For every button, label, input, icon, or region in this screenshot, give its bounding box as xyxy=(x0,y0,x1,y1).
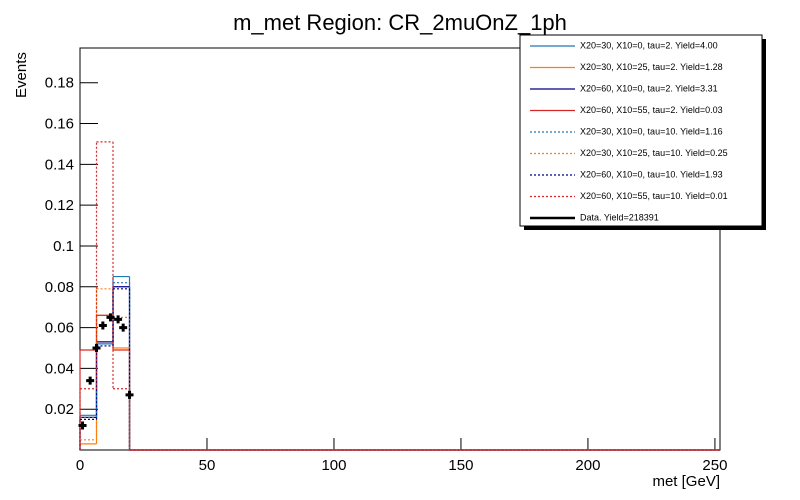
x-tick-label: 150 xyxy=(448,457,473,474)
legend-label: X20=30, X10=25, tau=2. Yield=1.28 xyxy=(580,62,723,72)
x-tick-label: 0 xyxy=(76,457,84,474)
x-tick-label: 200 xyxy=(575,457,600,474)
y-tick-label: 0.06 xyxy=(45,320,74,337)
data-point xyxy=(78,421,87,430)
legend: X20=30, X10=0, tau=2. Yield=4.00 X20=30, … xyxy=(530,40,728,222)
y-tick-label: 0.04 xyxy=(45,360,74,377)
chart-title: m_met Region: CR_2muOnZ_1ph xyxy=(233,10,567,35)
data-point xyxy=(98,321,107,330)
legend-label: X20=30, X10=0, tau=10. Yield=1.16 xyxy=(580,126,723,136)
x-tick-label: 250 xyxy=(702,457,727,474)
legend-label: X20=30, X10=25, tau=10. Yield=0.25 xyxy=(580,148,728,158)
data-point xyxy=(114,315,123,324)
y-axis-label: Events xyxy=(13,52,30,98)
x-tick-label: 100 xyxy=(321,457,346,474)
y-tick-label: 0.18 xyxy=(45,75,74,92)
plot-area: 0 50 100 150 200 250 0.02 0.04 0.06 0.08 0.1 0.12 0.… xyxy=(45,75,728,474)
data-point xyxy=(106,313,115,322)
data-point xyxy=(119,323,128,332)
y-tick-label: 0.02 xyxy=(45,401,74,418)
data-point xyxy=(125,390,134,399)
y-tick-label: 0.16 xyxy=(45,116,74,133)
legend-label: X20=60, X10=55, tau=10. Yield=0.01 xyxy=(580,191,728,201)
legend-label: Data. Yield=218391 xyxy=(580,212,659,222)
y-tick-label: 0.12 xyxy=(45,197,74,214)
legend-label: X20=60, X10=55, tau=2. Yield=0.03 xyxy=(580,105,723,115)
y-tick-label: 0.1 xyxy=(53,238,74,255)
legend-box xyxy=(519,34,763,227)
data-point xyxy=(86,376,95,385)
x-tick-label: 50 xyxy=(199,457,216,474)
y-tick-label: 0.08 xyxy=(45,279,74,296)
data-point xyxy=(92,343,101,352)
y-tick-label: 0.14 xyxy=(45,156,74,173)
legend-label: X20=60, X10=0, tau=2. Yield=3.31 xyxy=(580,83,718,93)
x-axis-label: met [GeV] xyxy=(652,473,720,490)
legend-label: X20=60, X10=0, tau=10. Yield=1.93 xyxy=(580,169,723,179)
legend-label: X20=30, X10=0, tau=2. Yield=4.00 xyxy=(580,40,718,50)
